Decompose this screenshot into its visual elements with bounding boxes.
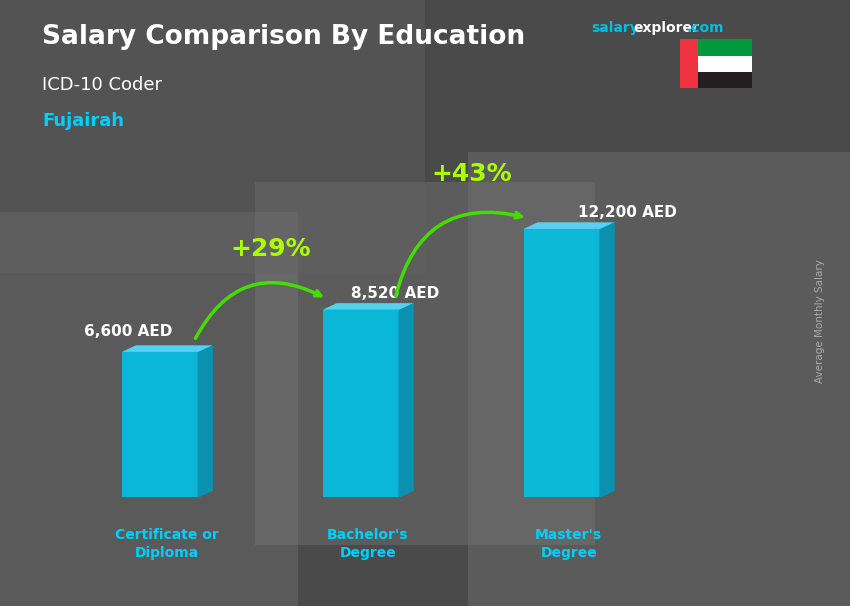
- Bar: [698, 39, 752, 56]
- Bar: [468, 152, 850, 606]
- Bar: [122, 352, 198, 497]
- Text: 6,600 AED: 6,600 AED: [83, 324, 172, 339]
- Text: explorer: explorer: [633, 21, 699, 35]
- Text: Salary Comparison By Education: Salary Comparison By Education: [42, 24, 525, 50]
- Bar: [680, 39, 698, 88]
- Bar: [255, 182, 595, 545]
- Text: Average Monthly Salary: Average Monthly Salary: [815, 259, 825, 383]
- Polygon shape: [600, 222, 614, 497]
- Polygon shape: [198, 345, 212, 497]
- Text: Master's
Degree: Master's Degree: [536, 528, 603, 560]
- Polygon shape: [399, 303, 413, 497]
- Text: .com: .com: [687, 21, 724, 35]
- Bar: [323, 310, 399, 497]
- Polygon shape: [524, 222, 614, 229]
- Text: 8,520 AED: 8,520 AED: [351, 286, 439, 301]
- Text: +43%: +43%: [431, 162, 512, 186]
- Text: Bachelor's
Degree: Bachelor's Degree: [327, 528, 409, 560]
- Bar: [524, 229, 600, 497]
- Bar: [0, 0, 425, 273]
- Text: Fujairah: Fujairah: [42, 112, 124, 130]
- Polygon shape: [323, 303, 413, 310]
- Bar: [0, 212, 298, 606]
- Text: ICD-10 Coder: ICD-10 Coder: [42, 76, 162, 94]
- Bar: [698, 56, 752, 72]
- Text: Certificate or
Diploma: Certificate or Diploma: [115, 528, 218, 560]
- Polygon shape: [122, 345, 212, 352]
- Text: 12,200 AED: 12,200 AED: [578, 205, 677, 220]
- Bar: [698, 72, 752, 88]
- Text: salary: salary: [591, 21, 638, 35]
- Text: +29%: +29%: [230, 236, 311, 261]
